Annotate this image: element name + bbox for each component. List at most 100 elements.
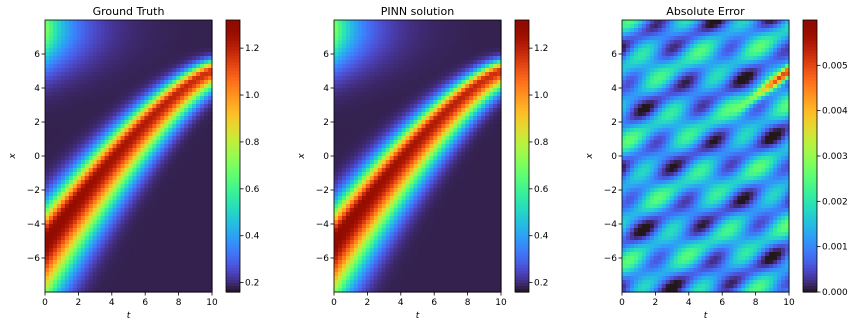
heatmap-cell — [85, 28, 90, 33]
heatmap-cell — [172, 224, 177, 229]
heatmap-cell — [406, 44, 411, 49]
heatmap-cell — [394, 160, 399, 165]
heatmap-cell — [184, 120, 189, 125]
heatmap-cell — [140, 92, 145, 97]
heatmap-cell — [81, 272, 86, 277]
heatmap-cell — [125, 132, 130, 137]
heatmap-cell — [156, 208, 161, 213]
heatmap-cell — [164, 148, 169, 153]
heatmap-cell — [441, 64, 446, 69]
heatmap-cell — [89, 156, 94, 161]
heatmap-cell — [338, 84, 343, 89]
heatmap-cell — [113, 36, 118, 41]
heatmap-cell — [429, 164, 434, 169]
heatmap-cell — [429, 104, 434, 109]
heatmap-cell — [85, 200, 90, 205]
heatmap-cell — [378, 120, 383, 125]
heatmap-cell — [105, 32, 110, 37]
heatmap-cell — [69, 268, 74, 273]
heatmap-cell — [61, 96, 66, 101]
heatmap-cell — [441, 52, 446, 57]
heatmap-cell — [200, 264, 205, 269]
heatmap-cell — [338, 224, 343, 229]
heatmap-cell — [156, 264, 161, 269]
heatmap-cell — [418, 284, 423, 289]
heatmap-cell — [421, 260, 426, 265]
heatmap-cell — [49, 108, 54, 113]
heatmap-cell — [370, 252, 375, 257]
heatmap-cell — [61, 240, 66, 245]
heatmap-cell — [184, 44, 189, 49]
heatmap-cell — [65, 284, 70, 289]
heatmap-cell — [140, 268, 145, 273]
heatmap-cell — [192, 228, 197, 233]
heatmap-cell — [136, 228, 141, 233]
heatmap-cell — [105, 204, 110, 209]
heatmap-cell — [69, 184, 74, 189]
heatmap-cell — [342, 248, 347, 253]
heatmap-cell — [160, 272, 165, 277]
heatmap-cell — [374, 164, 379, 169]
heatmap-cell — [334, 252, 339, 257]
heatmap-cell — [418, 92, 423, 97]
heatmap-cell — [168, 36, 173, 41]
heatmap-cell — [192, 240, 197, 245]
heatmap-cell — [180, 276, 185, 281]
heatmap-cell — [152, 268, 157, 273]
heatmap-cell — [93, 132, 98, 137]
heatmap-cell — [334, 212, 339, 217]
heatmap-cell — [49, 128, 54, 133]
heatmap-cell — [342, 252, 347, 257]
heatmap-cell — [45, 220, 50, 225]
heatmap-cell — [338, 160, 343, 165]
heatmap-cell — [93, 204, 98, 209]
heatmap-cell — [374, 96, 379, 101]
heatmap-cell — [188, 40, 193, 45]
heatmap-cell — [172, 96, 177, 101]
heatmap-cell — [402, 36, 407, 41]
heatmap-cell — [418, 172, 423, 177]
heatmap-cell — [53, 204, 58, 209]
heatmap-cell — [445, 200, 450, 205]
heatmap-cell — [394, 152, 399, 157]
heatmap-cell — [390, 176, 395, 181]
heatmap-cell — [378, 244, 383, 249]
heatmap-cell — [45, 196, 50, 201]
heatmap-cell — [394, 200, 399, 205]
heatmap-cell — [49, 156, 54, 161]
heatmap-cell — [441, 244, 446, 249]
heatmap-cell — [184, 228, 189, 233]
heatmap-cell — [192, 200, 197, 205]
heatmap-cell — [414, 280, 419, 285]
heatmap-cell — [69, 244, 74, 249]
heatmap-cell — [204, 28, 209, 33]
heatmap-cell — [117, 156, 122, 161]
heatmap-cell — [168, 160, 173, 165]
heatmap-cell — [140, 224, 145, 229]
heatmap-cell — [370, 176, 375, 181]
heatmap-cell — [425, 124, 430, 129]
heatmap-cell — [358, 64, 363, 69]
heatmap-cell — [188, 124, 193, 129]
heatmap-cell — [390, 100, 395, 105]
heatmap-cell — [93, 44, 98, 49]
heatmap-cell — [346, 244, 351, 249]
heatmap-cell — [429, 232, 434, 237]
heatmap-cell — [136, 200, 141, 205]
heatmap-cell — [160, 236, 165, 241]
heatmap-cell — [410, 80, 415, 85]
heatmap-cell — [121, 208, 126, 213]
heatmap-cell — [445, 160, 450, 165]
heatmap-cell — [77, 96, 82, 101]
heatmap-cell — [358, 52, 363, 57]
heatmap-cell — [156, 52, 161, 57]
heatmap-cell — [132, 208, 137, 213]
heatmap-cell — [117, 280, 122, 285]
heatmap-cell — [160, 56, 165, 61]
heatmap-cell — [362, 184, 367, 189]
heatmap-cell — [346, 72, 351, 77]
heatmap-cell — [53, 228, 58, 233]
heatmap-cell — [445, 216, 450, 221]
heatmap-cell — [414, 56, 419, 61]
heatmap-cell — [204, 240, 209, 245]
